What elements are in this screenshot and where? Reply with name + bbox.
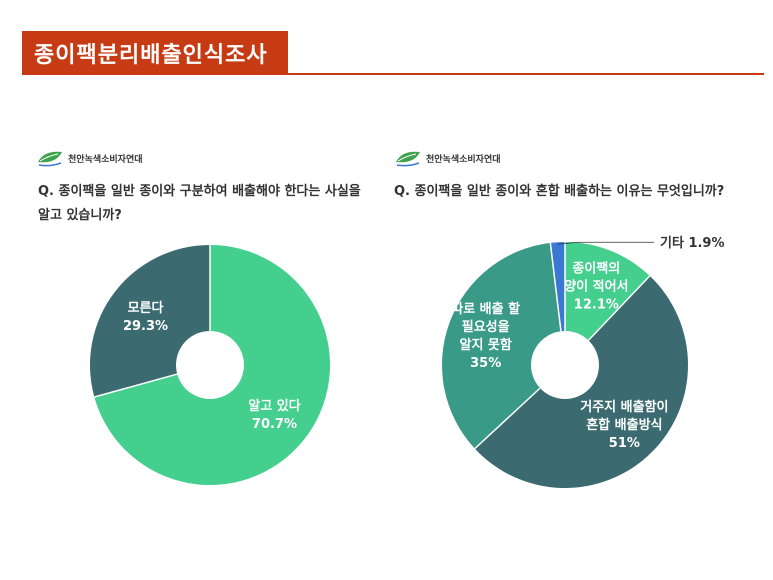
brand-name: 천안녹색소비자연대 [426,154,501,165]
slice-separator [549,242,562,332]
question-right: Q. 종이팩을 일반 종이와 혼합 배출하는 이유는 무엇입니까? [394,184,725,199]
donut-chart-awareness: 알고 있다 70.7% 모른다 29.3% [90,245,331,485]
brand-name: 천안녹색소비자연대 [68,154,143,165]
donut-chart-reasons: 종이팩의 양이 적어서 12.1% 거주지 배출함이 혼합 배출방식 51% 따로 배출 할… [442,235,725,489]
question-left-line-1: Q. 종이팩을 일반 종이와 구분하여 배출해야 한다는 사실을 [38,184,361,199]
slice-separator [587,275,651,341]
slice-label-따로-배출-할-필요성을-알지-못함: 따로 배출 할 필요성을 알지 못함 35% [451,301,520,371]
donut-slice-모른다 [90,245,210,398]
donut-slice-기타 [550,242,565,332]
leaf-logo-icon [396,151,420,167]
slice-label-기타: 기타 1.9% [660,235,725,251]
slice-separator [94,373,178,398]
slice-separator [474,387,541,450]
donut-slice-거주지-배출함이-혼합-배출방식 [474,275,689,489]
slice-label-종이팩의-양이-적어서: 종이팩의 양이 적어서 12.1% [564,261,628,313]
slice-label-거주지-배출함이-혼합-배출방식: 거주지 배출함이 혼합 배출방식 51% [580,399,668,451]
title-underline [288,73,764,75]
page-title: 종이팩분리배출인식조사 [22,31,288,75]
donut-slice-종이팩의-양이-적어서 [565,242,650,341]
slice-label-모른다: 모른다 29.3% [123,300,168,334]
question-left: Q. 종이팩을 일반 종이와 구분하여 배출해야 한다는 사실을 알고 있습니까… [38,180,378,228]
brand-logo-right: 천안녹색소비자연대 [394,148,501,168]
slice-label-알고-있다: 알고 있다 70.7% [248,398,300,432]
brand-logo-left: 천안녹색소비자연대 [36,148,143,168]
leader-line [557,241,578,245]
donut-slice-알고-있다 [94,245,331,485]
donut-slice-따로-배출-할-필요성을-알지-못함 [442,242,561,449]
question-left-line-2: 알고 있습니까? [38,208,122,223]
leaf-logo-icon [38,151,62,167]
